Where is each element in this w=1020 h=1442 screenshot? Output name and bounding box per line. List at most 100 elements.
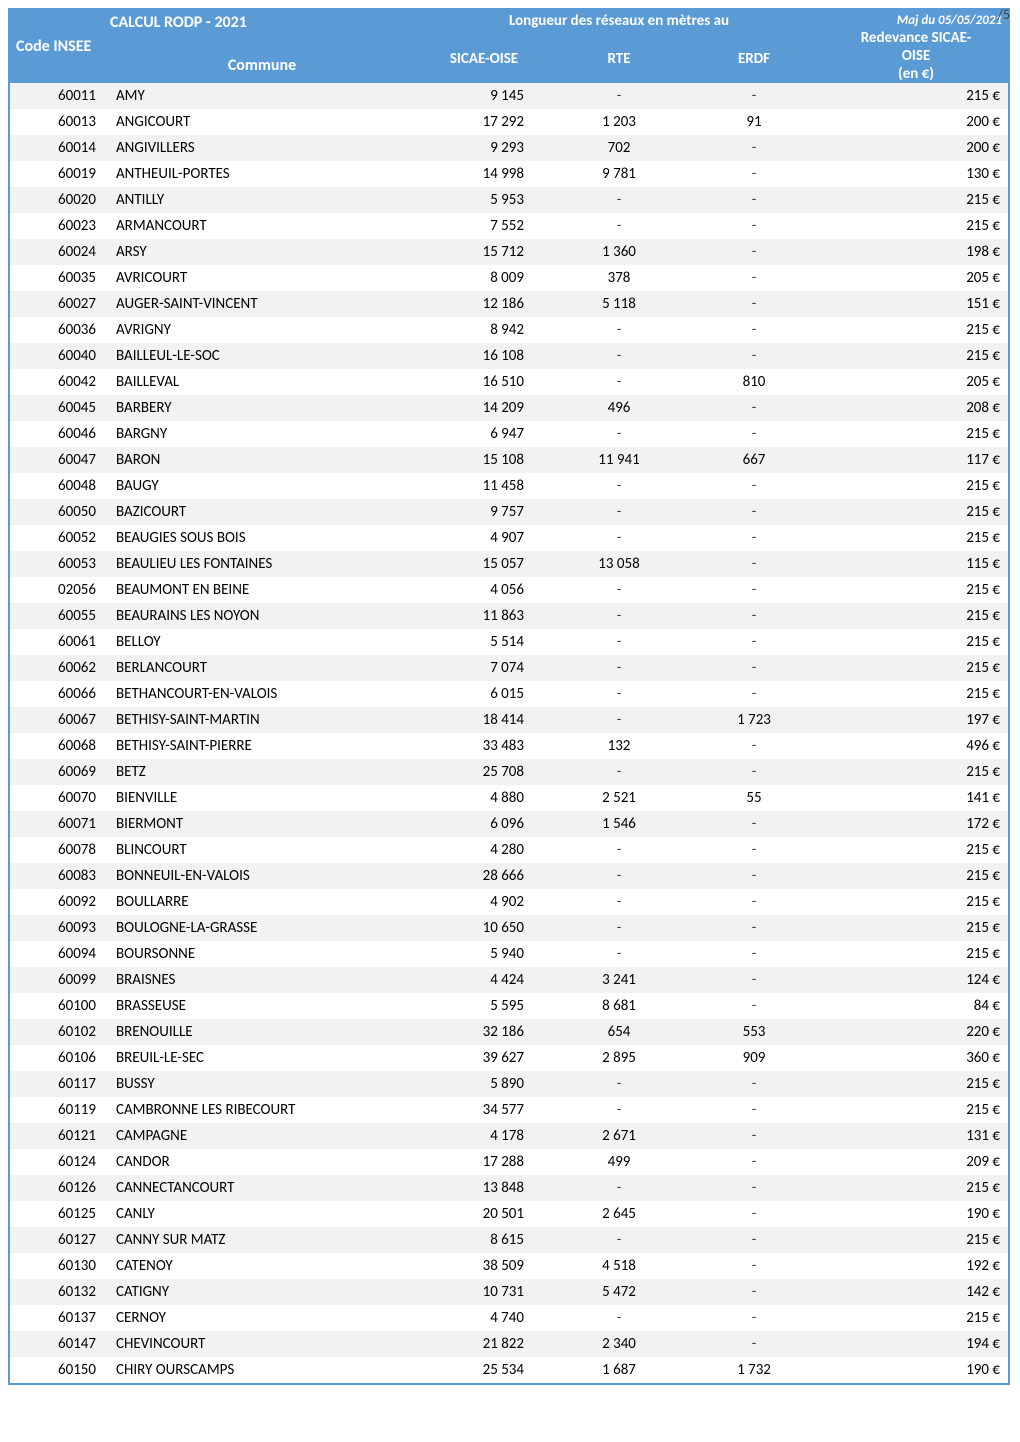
cell-code: 60121 <box>10 1123 110 1149</box>
cell-commune: BETHISY-SAINT-PIERRE <box>110 733 414 759</box>
cell-code: 60070 <box>10 785 110 811</box>
cell-sicae: 20 501 <box>414 1201 554 1227</box>
header-erdf: ERDF <box>684 36 824 83</box>
cell-commune: CAMBRONNE LES RIBECOURT <box>110 1097 414 1123</box>
cell-rte: 9 781 <box>554 161 684 187</box>
cell-commune: BREUIL-LE-SEC <box>110 1045 414 1071</box>
cell-erdf: - <box>684 941 824 967</box>
cell-code: 60047 <box>10 447 110 473</box>
cell-code: 60040 <box>10 343 110 369</box>
table-row: 60119CAMBRONNE LES RIBECOURT34 577--215 … <box>10 1097 1008 1123</box>
cell-rte: - <box>554 421 684 447</box>
cell-erdf: 1 723 <box>684 707 824 733</box>
cell-erdf: - <box>684 551 824 577</box>
cell-code: 60094 <box>10 941 110 967</box>
cell-code: 60106 <box>10 1045 110 1071</box>
cell-sicae: 39 627 <box>414 1045 554 1071</box>
cell-rte: 1 360 <box>554 239 684 265</box>
cell-code: 60066 <box>10 681 110 707</box>
table-row: 60069BETZ25 708--215 € <box>10 759 1008 785</box>
cell-code: 60068 <box>10 733 110 759</box>
cell-redevance: 131 € <box>824 1123 1008 1149</box>
cell-erdf: - <box>684 759 824 785</box>
table-row: 60083BONNEUIL-EN-VALOIS28 666--215 € <box>10 863 1008 889</box>
cell-sicae: 4 056 <box>414 577 554 603</box>
cell-code: 60042 <box>10 369 110 395</box>
cell-redevance: 215 € <box>824 603 1008 629</box>
cell-erdf: - <box>684 1305 824 1331</box>
cell-erdf: - <box>684 837 824 863</box>
cell-commune: CANDOR <box>110 1149 414 1175</box>
cell-erdf: 553 <box>684 1019 824 1045</box>
cell-sicae: 12 186 <box>414 291 554 317</box>
cell-sicae: 5 514 <box>414 629 554 655</box>
cell-redevance: 215 € <box>824 499 1008 525</box>
cell-redevance: 215 € <box>824 941 1008 967</box>
cell-commune: BOULOGNE-LA-GRASSE <box>110 915 414 941</box>
cell-sicae: 5 940 <box>414 941 554 967</box>
cell-code: 60035 <box>10 265 110 291</box>
cell-commune: BAUGY <box>110 473 414 499</box>
cell-rte: - <box>554 707 684 733</box>
cell-erdf: - <box>684 421 824 447</box>
cell-sicae: 9 293 <box>414 135 554 161</box>
header-commune-label: Commune <box>228 56 296 75</box>
cell-redevance: 205 € <box>824 265 1008 291</box>
cell-commune: BARBERY <box>110 395 414 421</box>
cell-rte: - <box>554 369 684 395</box>
table-row: 60046BARGNY6 947--215 € <box>10 421 1008 447</box>
table-row: 60027AUGER-SAINT-VINCENT12 1865 118-151 … <box>10 291 1008 317</box>
cell-commune: BRASSEUSE <box>110 993 414 1019</box>
cell-erdf: - <box>684 733 824 759</box>
table-row: 60042BAILLEVAL16 510-810205 € <box>10 369 1008 395</box>
cell-code: 60053 <box>10 551 110 577</box>
cell-redevance: 220 € <box>824 1019 1008 1045</box>
cell-code: 60119 <box>10 1097 110 1123</box>
cell-sicae: 11 458 <box>414 473 554 499</box>
cell-rte: - <box>554 1305 684 1331</box>
table-row: 60024ARSY15 7121 360-198 € <box>10 239 1008 265</box>
cell-rte: - <box>554 317 684 343</box>
cell-sicae: 4 424 <box>414 967 554 993</box>
cell-commune: ANTILLY <box>110 187 414 213</box>
header-sicae-oise: SICAE-OISE <box>414 36 554 83</box>
table-row: 60078BLINCOURT4 280--215 € <box>10 837 1008 863</box>
cell-sicae: 14 209 <box>414 395 554 421</box>
cell-redevance: 115 € <box>824 551 1008 577</box>
cell-sicae: 18 414 <box>414 707 554 733</box>
cell-code: 60071 <box>10 811 110 837</box>
cell-commune: BARON <box>110 447 414 473</box>
header-redevance-line2: OISE <box>902 47 931 65</box>
cell-code: 60102 <box>10 1019 110 1045</box>
cell-rte: 2 671 <box>554 1123 684 1149</box>
cell-redevance: 198 € <box>824 239 1008 265</box>
cell-commune: BUSSY <box>110 1071 414 1097</box>
table-row: 60040BAILLEUL-LE-SOC16 108--215 € <box>10 343 1008 369</box>
cell-erdf: - <box>684 1279 824 1305</box>
cell-sicae: 10 650 <box>414 915 554 941</box>
cell-erdf: - <box>684 473 824 499</box>
table-row: 60099BRAISNES4 4243 241-124 € <box>10 967 1008 993</box>
cell-redevance: 215 € <box>824 629 1008 655</box>
cell-commune: CHEVINCOURT <box>110 1331 414 1357</box>
cell-rte: 2 340 <box>554 1331 684 1357</box>
cell-code: 60067 <box>10 707 110 733</box>
cell-redevance: 172 € <box>824 811 1008 837</box>
cell-erdf: - <box>684 1331 824 1357</box>
cell-erdf: - <box>684 135 824 161</box>
table-row: 60130CATENOY38 5094 518-192 € <box>10 1253 1008 1279</box>
cell-redevance: 215 € <box>824 889 1008 915</box>
cell-sicae: 15 057 <box>414 551 554 577</box>
cell-sicae: 13 848 <box>414 1175 554 1201</box>
cell-erdf: - <box>684 83 824 109</box>
cell-rte: 5 118 <box>554 291 684 317</box>
cell-rte: 2 521 <box>554 785 684 811</box>
cell-redevance: 215 € <box>824 863 1008 889</box>
table-row: 60019ANTHEUIL-PORTES14 9989 781-130 € <box>10 161 1008 187</box>
cell-commune: AMY <box>110 83 414 109</box>
table-row: 60094BOURSONNE5 940--215 € <box>10 941 1008 967</box>
cell-rte: - <box>554 473 684 499</box>
table-row: 60102BRENOUILLE32 186654553220 € <box>10 1019 1008 1045</box>
cell-rte: - <box>554 1097 684 1123</box>
cell-commune: BETHISY-SAINT-MARTIN <box>110 707 414 733</box>
